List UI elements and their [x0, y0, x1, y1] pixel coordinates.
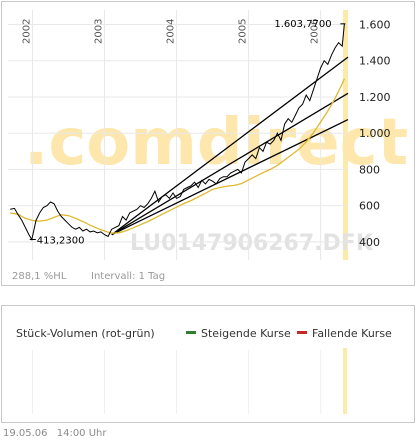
y-tick-label: 1.600	[359, 18, 391, 31]
y-tick-label: 1.000	[359, 127, 391, 140]
y-tick-label: 600	[359, 200, 380, 213]
x-tick-label: 2003	[94, 19, 105, 44]
y-tick-label: 400	[359, 236, 380, 249]
price-line	[10, 23, 345, 241]
volume-chart-panel: Stück-Volumen (rot-grün) Steigende Kurse F…	[1, 305, 415, 423]
watermark-id: LU0147906267.DFK	[130, 231, 374, 256]
footer-date: 19.05.06	[3, 428, 48, 439]
volume-highlight-band	[342, 348, 347, 414]
y-tick-label: 1.400	[359, 55, 391, 68]
watermark-text: .comdirect	[24, 106, 408, 180]
moving-average-line	[10, 78, 345, 234]
high-annotation: 1.603,7700	[274, 19, 331, 30]
legend-label: Steigende Kurse	[201, 327, 291, 340]
volume-title: Stück-Volumen (rot-grün)	[16, 327, 155, 340]
volume-chart: Stück-Volumen (rot-grün) Steigende Kurse F…	[16, 327, 392, 414]
x-tick-label: 2005	[238, 19, 249, 44]
x-tick-label: 2006	[310, 19, 321, 44]
footer: 19.05.06 14:00 Uhr	[3, 428, 112, 439]
interval-info: Intervall: 1 Tag	[91, 271, 165, 282]
legend-swatch	[186, 331, 196, 334]
low-annotation: 413,2300	[37, 235, 85, 246]
y-tick-label: 1.200	[359, 91, 391, 104]
trendline	[111, 92, 349, 236]
legend-swatch	[297, 331, 307, 334]
x-tick-label: 2004	[166, 19, 177, 44]
footer-time: 14:00 Uhr	[56, 428, 107, 439]
y-tick-label: 800	[359, 163, 380, 176]
percent-info: 288,1 %HL	[12, 271, 67, 282]
x-tick-label: 2002	[21, 19, 32, 44]
legend-label: Fallende Kurse	[312, 327, 392, 340]
price-chart-panel: .comdirect LU0147906267.DFK 400 600 800 1.000…	[1, 1, 415, 286]
highlight-band	[342, 10, 348, 260]
trendline	[111, 56, 349, 236]
